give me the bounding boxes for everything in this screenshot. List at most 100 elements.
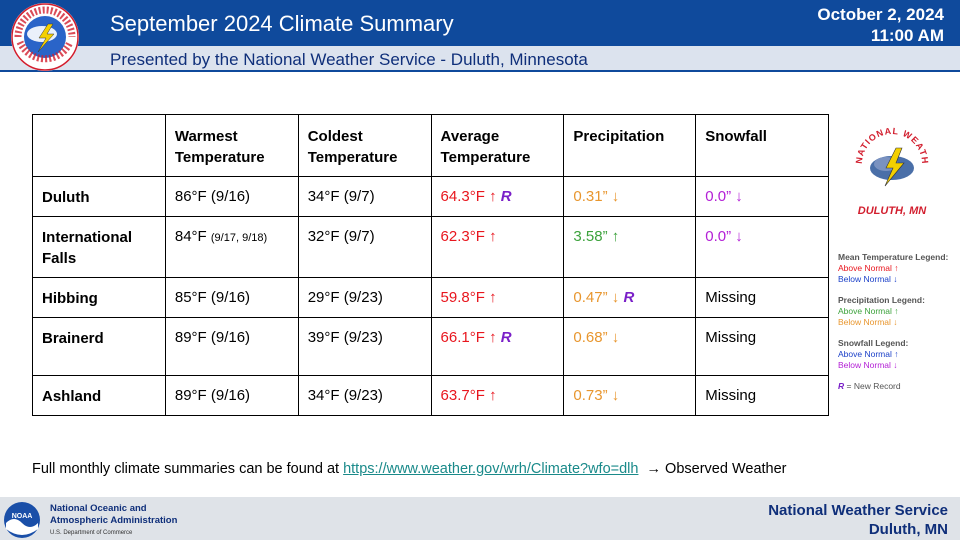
- average-value: 64.3°F: [440, 188, 485, 205]
- footnote-suffix: → Observed Weather: [646, 461, 787, 477]
- snow-cell: 0.0” ↓: [695, 176, 829, 217]
- coldest-cell: 29°F (9/23): [297, 277, 432, 318]
- footer-org: National Weather Service Duluth, MN: [768, 501, 948, 539]
- footer-bar: [0, 497, 960, 540]
- arrow-down-icon: ↓: [611, 188, 620, 205]
- precip-value: 0.31”: [573, 188, 608, 205]
- climate-link[interactable]: https://www.weather.gov/wrh/Climate?wfo=…: [343, 461, 639, 477]
- header-cell-warmest: Warmest Temperature: [164, 114, 299, 177]
- footer-org-line1: National Weather Service: [768, 502, 948, 519]
- average-value: 59.8°F: [440, 289, 485, 306]
- issue-time: 11:00 AM: [870, 26, 944, 45]
- legend: Mean Temperature Legend: Above Normal ↑ …: [838, 252, 956, 392]
- table-row: Hibbing 85°F (9/16) 29°F (9/23) 59.8°F ↑…: [32, 277, 829, 318]
- precip-cell: 0.31” ↓: [563, 176, 697, 217]
- warmest-cell: 89°F (9/16): [164, 317, 299, 376]
- arrow-down-icon: ↓: [611, 289, 620, 306]
- header-cell-average: Average Temperature: [430, 114, 565, 177]
- precip-cell: 0.68” ↓: [563, 317, 697, 376]
- page-subtitle: Presented by the National Weather Servic…: [110, 50, 588, 69]
- climate-summary-table: Warmest Temperature Coldest Temperature …: [32, 114, 829, 416]
- average-cell: 64.3°F ↑ R: [430, 176, 565, 217]
- legend-record-letter: R: [838, 381, 845, 391]
- noaa-name: National Oceanic and Atmospheric Adminis…: [50, 503, 177, 539]
- table-row: Duluth 86°F (9/16) 34°F (9/7) 64.3°F ↑ R…: [32, 176, 829, 217]
- average-cell: 66.1°F ↑ R: [430, 317, 565, 376]
- issue-date: October 2, 2024: [817, 5, 944, 24]
- coldest-cell: 34°F (9/7): [297, 176, 432, 217]
- snow-cell: Missing: [695, 277, 829, 318]
- legend-precip-title: Precipitation Legend:: [838, 295, 925, 305]
- noaa-logo-icon: NOAA: [4, 502, 40, 538]
- issue-datetime: October 2, 2024 11:00 AM: [817, 4, 944, 46]
- precip-cell: 3.58” ↑: [563, 216, 697, 278]
- warmest-cell: 86°F (9/16): [164, 176, 299, 217]
- noaa-line2: Atmospheric Administration: [50, 515, 178, 526]
- noaa-line1: National Oceanic and: [50, 503, 147, 514]
- header-cell-station: [32, 114, 166, 177]
- average-value: 63.7°F: [440, 387, 485, 404]
- header-cell-coldest: Coldest Temperature: [297, 114, 432, 177]
- table-row: Ashland 89°F (9/16) 34°F (9/23) 63.7°F ↑…: [32, 375, 829, 416]
- subheader-bar: Presented by the National Weather Servic…: [0, 46, 960, 72]
- coldest-cell: 39°F (9/23): [297, 317, 432, 376]
- precip-value: 0.47”: [573, 289, 608, 306]
- precip-cell: 0.47” ↓ R: [563, 277, 697, 318]
- table-row: Brainerd 89°F (9/16) 39°F (9/23) 66.1°F …: [32, 317, 829, 376]
- average-cell: 62.3°F ↑: [430, 216, 565, 278]
- precip-value: 0.68”: [573, 329, 608, 346]
- precip-cell: 0.73” ↓: [563, 375, 697, 416]
- legend-temp-below: Below Normal ↓: [838, 274, 898, 284]
- average-value: 62.3°F: [440, 228, 485, 245]
- header-bar: September 2024 Climate Summary October 2…: [0, 0, 960, 46]
- warmest-dates: (9/17, 9/18): [210, 232, 268, 244]
- snow-cell: Missing: [695, 375, 829, 416]
- warmest-cell: 84°F (9/17, 9/18): [164, 216, 299, 278]
- station-cell: Hibbing: [32, 277, 166, 318]
- header-cell-precip: Precipitation: [563, 114, 697, 177]
- legend-precip: Precipitation Legend: Above Normal ↑ Bel…: [838, 295, 956, 328]
- legend-temp-title: Mean Temperature Legend:: [838, 252, 949, 262]
- arrow-up-icon: ↑: [489, 228, 497, 245]
- precip-value: 0.73”: [573, 387, 608, 404]
- snow-cell: 0.0” ↓: [695, 216, 829, 278]
- record-badge: R: [500, 329, 512, 346]
- arrow-up-icon: ↑: [489, 289, 497, 306]
- station-cell: Brainerd: [32, 317, 166, 376]
- footer-org-line2: Duluth, MN: [868, 521, 948, 538]
- warmest-cell: 85°F (9/16): [164, 277, 299, 318]
- legend-record-text: = New Record: [846, 381, 901, 391]
- footnote: Full monthly climate summaries can be fo…: [32, 461, 787, 477]
- arrow-down-icon: ↓: [611, 329, 620, 346]
- precip-value: 3.58”: [573, 228, 608, 245]
- legend-temp: Mean Temperature Legend: Above Normal ↑ …: [838, 252, 956, 285]
- header-cell-snow: Snowfall: [695, 114, 829, 177]
- warmest-value: 84°F: [174, 228, 207, 245]
- noaa-line3: U.S. Department of Commerce: [50, 530, 133, 536]
- warmest-cell: 89°F (9/16): [164, 375, 299, 416]
- station-cell: Ashland: [32, 375, 166, 416]
- arrow-down-icon: ↓: [735, 188, 743, 205]
- legend-precip-above: Above Normal ↑: [838, 306, 899, 316]
- station-cell: International Falls: [32, 216, 166, 278]
- legend-snow-above: Above Normal ↑: [838, 349, 899, 359]
- legend-record: R = New Record: [838, 381, 956, 392]
- arrow-up-icon: ↑: [489, 188, 497, 205]
- legend-snow-below: Below Normal ↓: [838, 360, 898, 370]
- footnote-prefix: Full monthly climate summaries can be fo…: [32, 461, 340, 477]
- nws-duluth-logo-icon: NATIONAL WEATHER SERVICE DULUTH, MN: [850, 118, 929, 217]
- average-cell: 63.7°F ↑: [430, 375, 565, 416]
- record-badge: R: [623, 289, 635, 306]
- legend-snow: Snowfall Legend: Above Normal ↑ Below No…: [838, 338, 956, 371]
- arrow-up-icon: ↑: [489, 387, 497, 404]
- coldest-cell: 32°F (9/7): [297, 216, 432, 278]
- arrow-down-icon: ↓: [735, 228, 743, 245]
- snow-value: 0.0”: [705, 228, 732, 245]
- arrow-down-icon: ↓: [611, 387, 620, 404]
- snow-value: 0.0”: [705, 188, 732, 205]
- table-header-row: Warmest Temperature Coldest Temperature …: [32, 114, 829, 177]
- table-row: International Falls 84°F (9/17, 9/18) 32…: [32, 216, 829, 278]
- average-value: 66.1°F: [440, 329, 485, 346]
- coldest-cell: 34°F (9/23): [297, 375, 432, 416]
- arrow-up-icon: ↑: [611, 228, 620, 245]
